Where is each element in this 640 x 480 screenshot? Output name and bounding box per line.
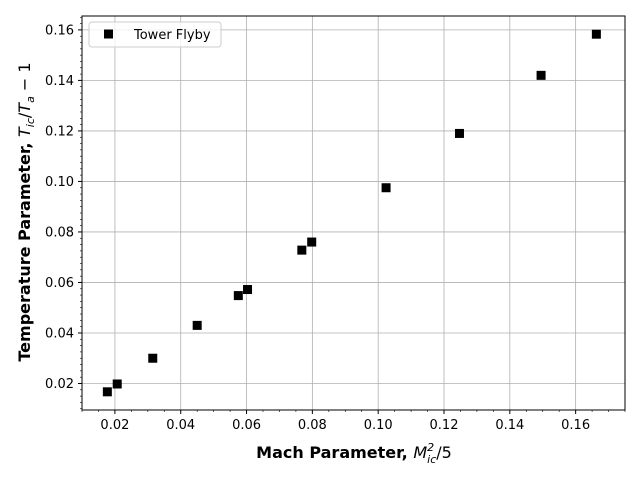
x-axis-label: Mach Parameter, M2 ic/5 xyxy=(256,441,452,466)
data-point-0-11 xyxy=(591,29,601,39)
data-points xyxy=(102,29,601,397)
data-point-0-3 xyxy=(192,320,202,330)
data-point-0-8 xyxy=(381,183,391,193)
x-tick-label-6: 0.14 xyxy=(495,418,524,433)
grid-lines xyxy=(82,16,625,410)
x-axis-label-var: M xyxy=(413,443,427,462)
y-axis-label-main: Temperature Parameter, xyxy=(15,137,34,362)
x-tick-label-4: 0.10 xyxy=(364,418,393,433)
y-tick-label-0: 0.02 xyxy=(45,377,74,392)
y-tick-label-2: 0.06 xyxy=(45,276,74,291)
x-tick-label-0: 0.02 xyxy=(100,418,129,433)
x-tick-label-3: 0.08 xyxy=(298,418,327,433)
legend-marker-square xyxy=(104,29,113,39)
x-tick-label-1: 0.04 xyxy=(166,418,195,433)
axis-ticks: 0.02 0.04 0.06 0.08 0.10 0.12 0.14 0.16 0.02 0.04… xyxy=(45,16,626,433)
data-point-0-7 xyxy=(307,237,317,247)
data-point-0-10 xyxy=(536,70,546,80)
y-tick-label-1: 0.04 xyxy=(45,326,74,341)
x-tick-label-5: 0.12 xyxy=(430,418,459,433)
data-point-0-1 xyxy=(112,379,122,389)
y-tick-label-5: 0.12 xyxy=(45,124,74,139)
x-tick-label-7: 0.16 xyxy=(561,418,590,433)
y-axis-label-tail: − 1 xyxy=(15,62,34,96)
y-axis-label-var: T xyxy=(15,126,34,137)
legend-label: Tower Flyby xyxy=(133,28,211,43)
data-point-0-6 xyxy=(297,245,307,255)
data-point-0-4 xyxy=(233,291,243,301)
data-point-0-0 xyxy=(102,387,112,397)
data-point-0-9 xyxy=(454,128,464,138)
y-tick-label-3: 0.08 xyxy=(45,225,74,240)
y-axis-label-sub: ic xyxy=(24,118,37,127)
legend: Tower Flyby xyxy=(88,21,222,48)
y-axis-label-sub2: a xyxy=(24,96,37,103)
y-axis-label-mid: / xyxy=(15,112,34,118)
y-tick-label-6: 0.14 xyxy=(45,74,74,89)
legend-box xyxy=(88,21,222,48)
x-axis-label-tail: /5 xyxy=(436,443,452,462)
y-axis-label-var2: T xyxy=(15,102,34,113)
x-tick-label-2: 0.06 xyxy=(232,418,261,433)
x-axis-label-sub: ic xyxy=(427,453,436,466)
data-point-0-5 xyxy=(243,285,253,295)
y-tick-label-4: 0.10 xyxy=(45,175,74,190)
x-axis-label-sup: 2 xyxy=(427,441,434,454)
data-point-0-2 xyxy=(148,353,158,363)
y-axis-label: Temperature Parameter, Tic/Ta − 1 xyxy=(15,62,37,361)
y-tick-label-7: 0.16 xyxy=(45,23,74,38)
x-axis-label-main: Mach Parameter, xyxy=(256,443,413,462)
